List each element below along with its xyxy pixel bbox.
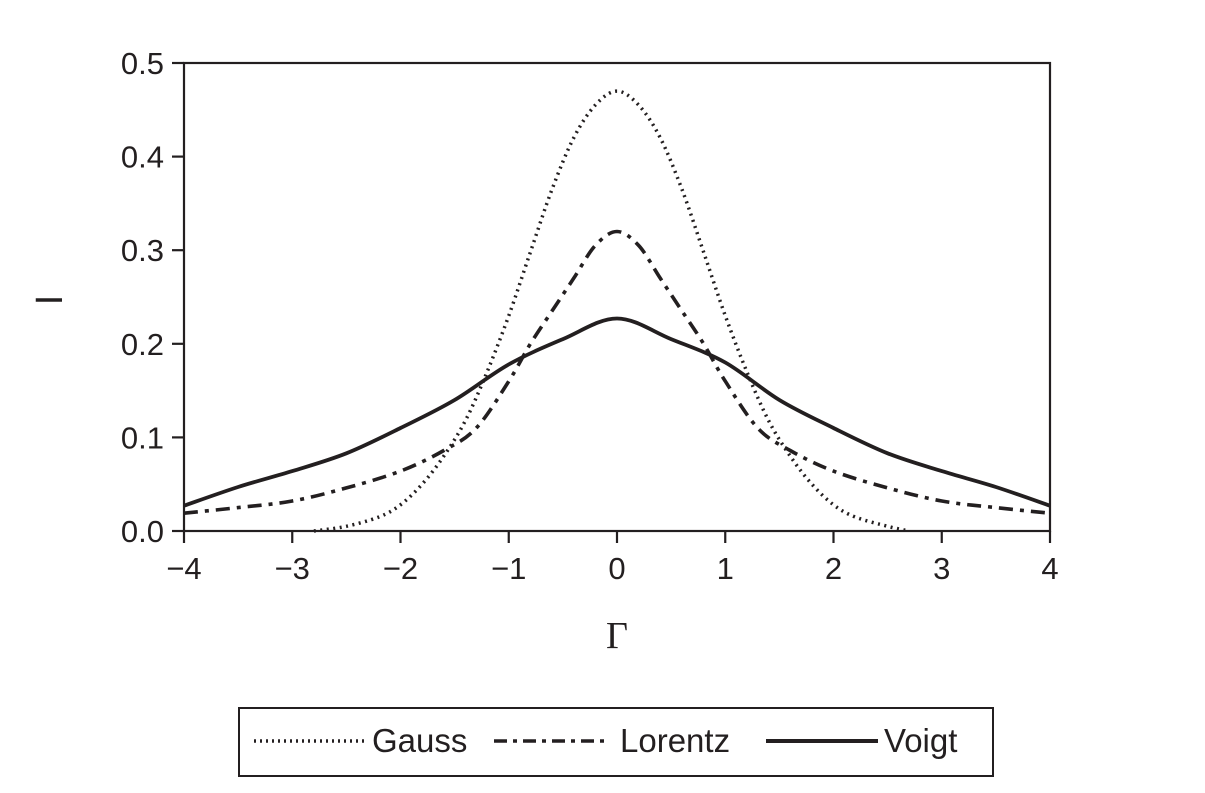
x-tick-label: 0 [608, 551, 625, 586]
legend: Gauss Lorentz Voigt [238, 707, 994, 777]
x-tick-label: 3 [933, 551, 950, 586]
series-line-lorentz [183, 229, 1051, 515]
x-tick-label: 2 [825, 551, 842, 586]
x-tick-label: 4 [1041, 551, 1058, 586]
y-axis: 0.0 0.1 0.2 0.3 0.4 0.5 [121, 46, 184, 549]
y-tick-label: 0.1 [121, 420, 164, 455]
y-tick-label: 0.5 [121, 46, 164, 81]
legend-box [238, 707, 994, 777]
y-axis-title: I [29, 295, 71, 306]
plot-frame [182, 61, 1052, 533]
x-tick-label: −4 [166, 551, 201, 586]
x-tick-label: −1 [491, 551, 526, 586]
x-tick-label: −2 [383, 551, 418, 586]
x-axis-title: Γ [606, 615, 628, 657]
y-tick-label: 0.0 [121, 514, 164, 549]
legend-label-gauss: Gauss [372, 722, 467, 759]
legend-label-lorentz: Lorentz [620, 722, 730, 759]
series-line-voigt [183, 316, 1051, 508]
legend-label-voigt: Voigt [884, 722, 957, 759]
x-tick-label: −3 [275, 551, 310, 586]
series-layer [183, 89, 1051, 533]
series-line-gauss [313, 89, 910, 533]
x-axis: −4 −3 −2 −1 0 1 2 3 4 [166, 531, 1059, 586]
y-tick-label: 0.4 [121, 140, 164, 175]
y-tick-label: 0.3 [121, 233, 164, 268]
x-tick-label: 1 [717, 551, 734, 586]
y-tick-label: 0.2 [121, 327, 164, 362]
